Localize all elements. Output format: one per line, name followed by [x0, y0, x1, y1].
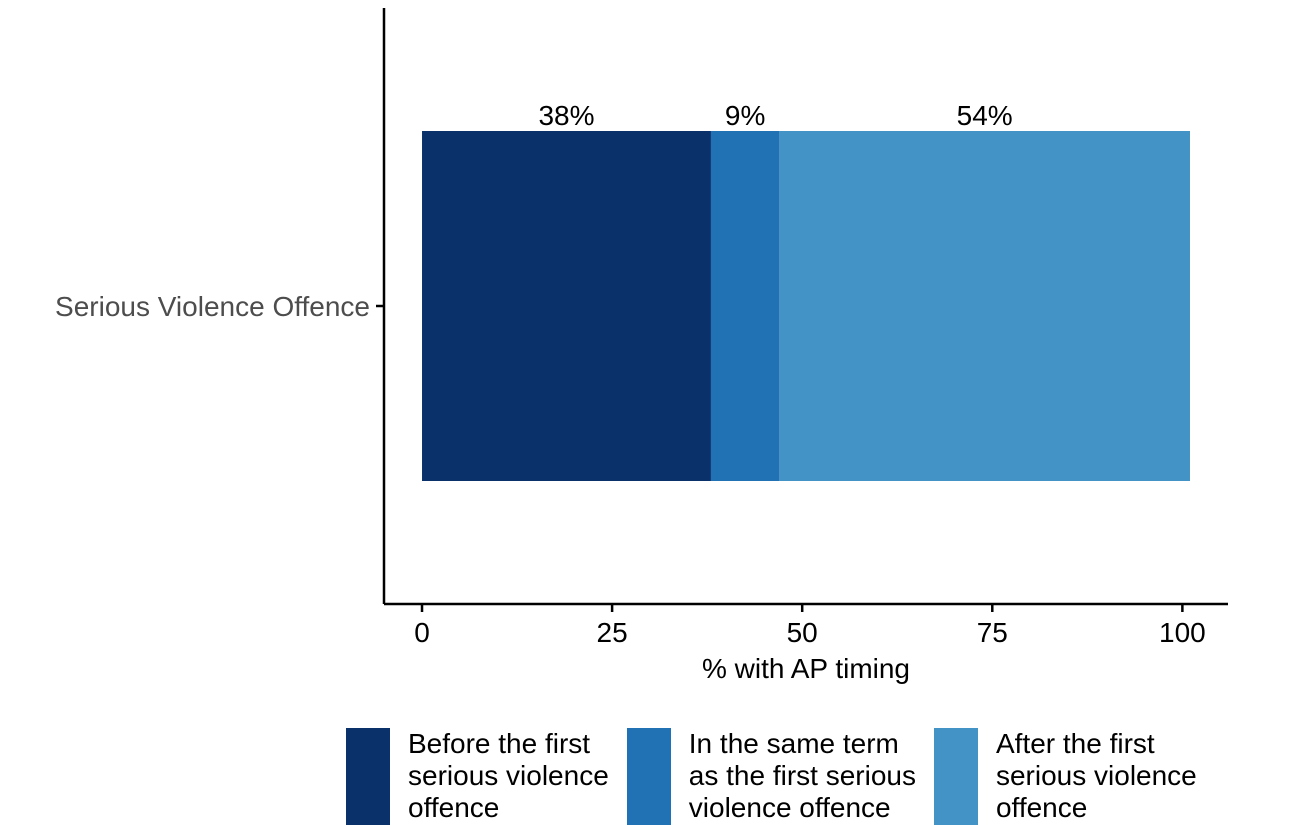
- x-tick-label: 50: [787, 617, 818, 648]
- y-category-label: Serious Violence Offence: [55, 291, 370, 322]
- bar-segment-2: [710, 131, 780, 481]
- x-tick-label: 100: [1159, 617, 1206, 648]
- bar-label-1: 38%: [538, 100, 594, 131]
- x-axis-title: % with AP timing: [702, 653, 910, 684]
- x-tick-label: 25: [597, 617, 628, 648]
- bar-segment-3: [779, 131, 1190, 481]
- legend-label: In the same term as the first serious vi…: [688, 728, 916, 823]
- bar-label-3: 54%: [957, 100, 1013, 131]
- x-tick-label: 75: [977, 617, 1008, 648]
- legend-swatch: [933, 728, 978, 825]
- bar-label-2: 9%: [725, 100, 765, 131]
- legend-label: After the first serious violence offence: [995, 728, 1197, 823]
- legend: Before the first serious violence offenc…: [346, 728, 1215, 825]
- legend-label: Before the first serious violence offenc…: [408, 728, 609, 823]
- legend-swatch: [346, 728, 390, 825]
- bar-segment-1: [422, 131, 711, 481]
- legend-swatch: [626, 728, 671, 825]
- legend-item-2: In the same term as the first serious vi…: [626, 728, 916, 825]
- legend-item-1: Before the first serious violence offenc…: [346, 728, 609, 825]
- legend-item-3: After the first serious violence offence: [933, 728, 1197, 825]
- chart: 38% 9% 54% 0 25 50 75 100 Serious Violence Off…: [55, 8, 1228, 684]
- x-tick-label: 0: [414, 617, 430, 648]
